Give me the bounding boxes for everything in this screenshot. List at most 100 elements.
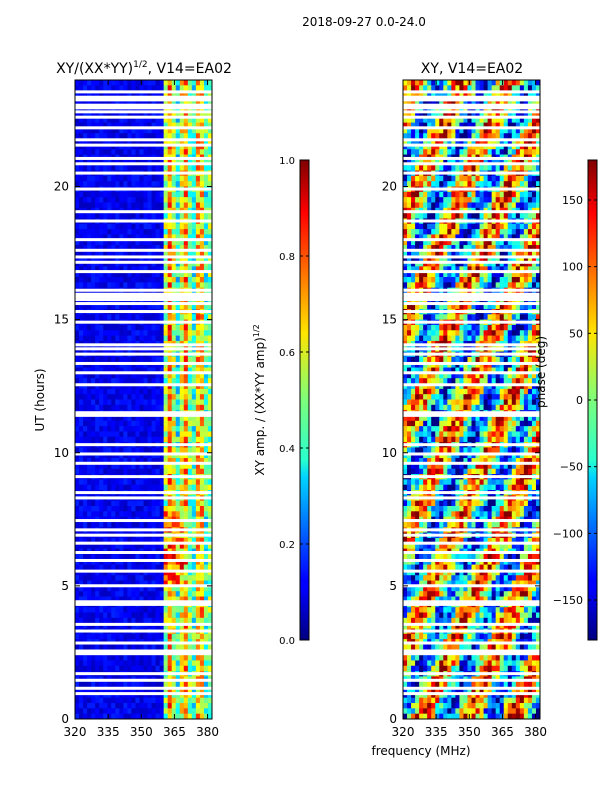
- heatmap-cell: [187, 90, 193, 97]
- heatmap-cell: [179, 537, 185, 544]
- heatmap-cell: [95, 298, 100, 305]
- heatmap-cell: [107, 569, 112, 576]
- heatmap-cell: [99, 229, 104, 236]
- heatmap-cell: [431, 127, 436, 134]
- heatmap-cell: [487, 90, 493, 97]
- heatmap-cell: [467, 181, 473, 188]
- heatmap-cell: [487, 197, 493, 204]
- heatmap-cell: [455, 117, 461, 124]
- heatmap-cell: [111, 420, 116, 427]
- heatmap-cell: [131, 580, 137, 587]
- heatmap-cell: [187, 282, 193, 289]
- heatmap-cell: [143, 426, 149, 433]
- heatmap-cell: [163, 245, 169, 251]
- heatmap-cell: [195, 181, 201, 188]
- heatmap-cell: [195, 298, 201, 305]
- heatmap-cell: [163, 399, 169, 406]
- heatmap-cell: [163, 415, 169, 422]
- heatmap-cell: [87, 394, 92, 401]
- heatmap-cell: [95, 356, 100, 363]
- heatmap-cell: [87, 580, 92, 587]
- heatmap-cell: [475, 181, 481, 188]
- heatmap-cell: [135, 138, 141, 145]
- heatmap-cell: [203, 399, 209, 406]
- heatmap-cell: [411, 117, 416, 124]
- heatmap-cell: [523, 138, 529, 145]
- heatmap-cell: [171, 458, 177, 464]
- heatmap-cell: [83, 660, 88, 667]
- heatmap-cell: [99, 687, 104, 693]
- heatmap-cell: [95, 383, 100, 390]
- heatmap-cell: [499, 143, 505, 150]
- heatmap-cell: [147, 452, 153, 459]
- heatmap-cell: [171, 388, 177, 395]
- heatmap-cell: [103, 458, 108, 464]
- heatmap-cell: [147, 537, 153, 544]
- heatmap-cell: [139, 335, 145, 342]
- heatmap-cell: [183, 687, 189, 693]
- heatmap-cell: [123, 575, 128, 582]
- heatmap-cell: [451, 122, 456, 129]
- heatmap-cell: [203, 143, 209, 150]
- heatmap-cell: [155, 149, 161, 156]
- heatmap-cell: [183, 692, 189, 699]
- heatmap-cell: [123, 553, 128, 560]
- heatmap-cell: [175, 239, 181, 246]
- heatmap-cell: [115, 234, 120, 241]
- heatmap-cell: [123, 362, 128, 369]
- heatmap-cell: [79, 234, 84, 241]
- flagged-row: [75, 270, 212, 274]
- heatmap-cell: [107, 687, 112, 693]
- heatmap-cell: [99, 665, 104, 672]
- heatmap-cell: [191, 564, 197, 571]
- heatmap-cell: [195, 500, 201, 507]
- heatmap-cell: [199, 617, 205, 624]
- amplitude-chart-title: XY/(XX*YY)1/2, V14=EA02: [56, 60, 232, 77]
- heatmap-cell: [203, 330, 209, 337]
- heatmap-cell: [155, 607, 161, 614]
- heatmap-cell: [515, 133, 521, 140]
- heatmap-cell: [91, 133, 96, 140]
- heatmap-cell: [207, 165, 212, 172]
- heatmap-cell: [123, 585, 128, 592]
- heatmap-cell: [127, 378, 133, 385]
- heatmap-cell: [491, 149, 497, 156]
- heatmap-cell: [199, 271, 205, 278]
- heatmap-cell: [135, 80, 141, 86]
- heatmap-cell: [203, 692, 209, 699]
- heatmap-cell: [151, 681, 157, 688]
- heatmap-cell: [203, 612, 209, 619]
- heatmap-cell: [179, 404, 185, 411]
- heatmap-cell: [143, 655, 149, 662]
- heatmap-cell: [111, 330, 116, 337]
- heatmap-cell: [87, 585, 92, 592]
- flagged-row: [75, 533, 212, 537]
- heatmap-cell: [127, 399, 133, 406]
- heatmap-cell: [75, 165, 80, 172]
- heatmap-cell: [111, 362, 116, 369]
- heatmap-cell: [187, 521, 193, 528]
- heatmap-cell: [103, 484, 108, 491]
- heatmap-cell: [151, 479, 157, 486]
- heatmap-cell: [83, 314, 88, 321]
- flagged-row: [75, 115, 212, 119]
- heatmap-cell: [159, 202, 165, 209]
- heatmap-cell: [87, 239, 92, 246]
- heatmap-cell: [107, 665, 112, 672]
- heatmap-cell: [179, 420, 185, 427]
- heatmap-cell: [131, 713, 137, 719]
- heatmap-cell: [495, 127, 501, 134]
- heatmap-cell: [75, 80, 80, 86]
- heatmap-cell: [179, 138, 185, 145]
- heatmap-cell: [123, 644, 128, 651]
- heatmap-cell: [79, 133, 84, 140]
- heatmap-cell: [123, 500, 128, 507]
- heatmap-cell: [203, 388, 209, 395]
- heatmap-cell: [79, 585, 84, 592]
- heatmap-cell: [143, 330, 149, 337]
- heatmap-cell: [95, 314, 100, 321]
- heatmap-cell: [459, 133, 465, 140]
- heatmap-cell: [119, 399, 124, 406]
- heatmap-cell: [135, 687, 141, 693]
- heatmap-cell: [183, 229, 189, 236]
